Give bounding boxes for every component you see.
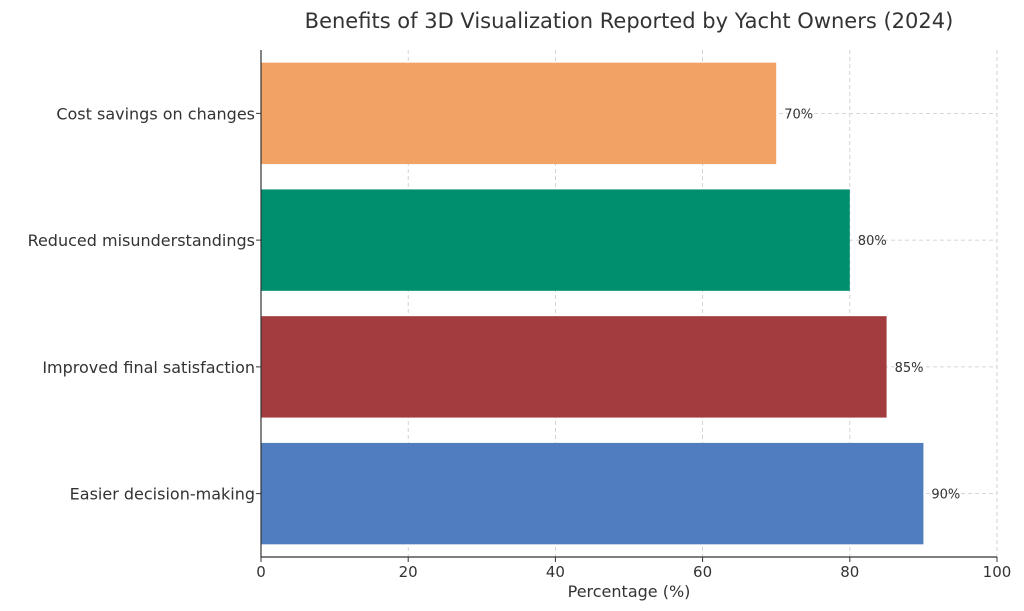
x-tick-label: 60 — [693, 563, 712, 581]
y-category-label: Improved final satisfaction — [42, 358, 255, 377]
axes — [260, 50, 997, 558]
x-axis-label: Percentage (%) — [568, 582, 691, 601]
bar — [261, 316, 887, 418]
bars — [261, 62, 924, 545]
bar — [261, 62, 777, 165]
y-category-label: Cost savings on changes — [56, 104, 255, 123]
x-tick-label: 100 — [983, 563, 1012, 581]
bar-value-label: 85% — [895, 361, 924, 376]
bar-value-label: 80% — [858, 234, 887, 249]
chart-title: Benefits of 3D Visualization Reported by… — [305, 9, 954, 33]
x-tick-labels: 0 20 40 60 80 100 — [256, 557, 1011, 581]
x-tick-label: 80 — [840, 563, 859, 581]
value-labels: 90% 85% 80% 70% — [784, 107, 960, 502]
bar-value-label: 90% — [931, 488, 960, 503]
x-tick-label: 20 — [399, 563, 418, 581]
y-category-labels: Easier decision-making Improved final sat… — [28, 104, 261, 504]
bar — [261, 189, 850, 291]
x-tick-label: 0 — [256, 563, 266, 581]
x-tick-label: 40 — [546, 563, 565, 581]
bar-value-label: 70% — [784, 107, 813, 122]
y-category-label: Easier decision-making — [70, 485, 255, 504]
bar — [261, 442, 924, 545]
y-category-label: Reduced misunderstandings — [28, 231, 255, 250]
